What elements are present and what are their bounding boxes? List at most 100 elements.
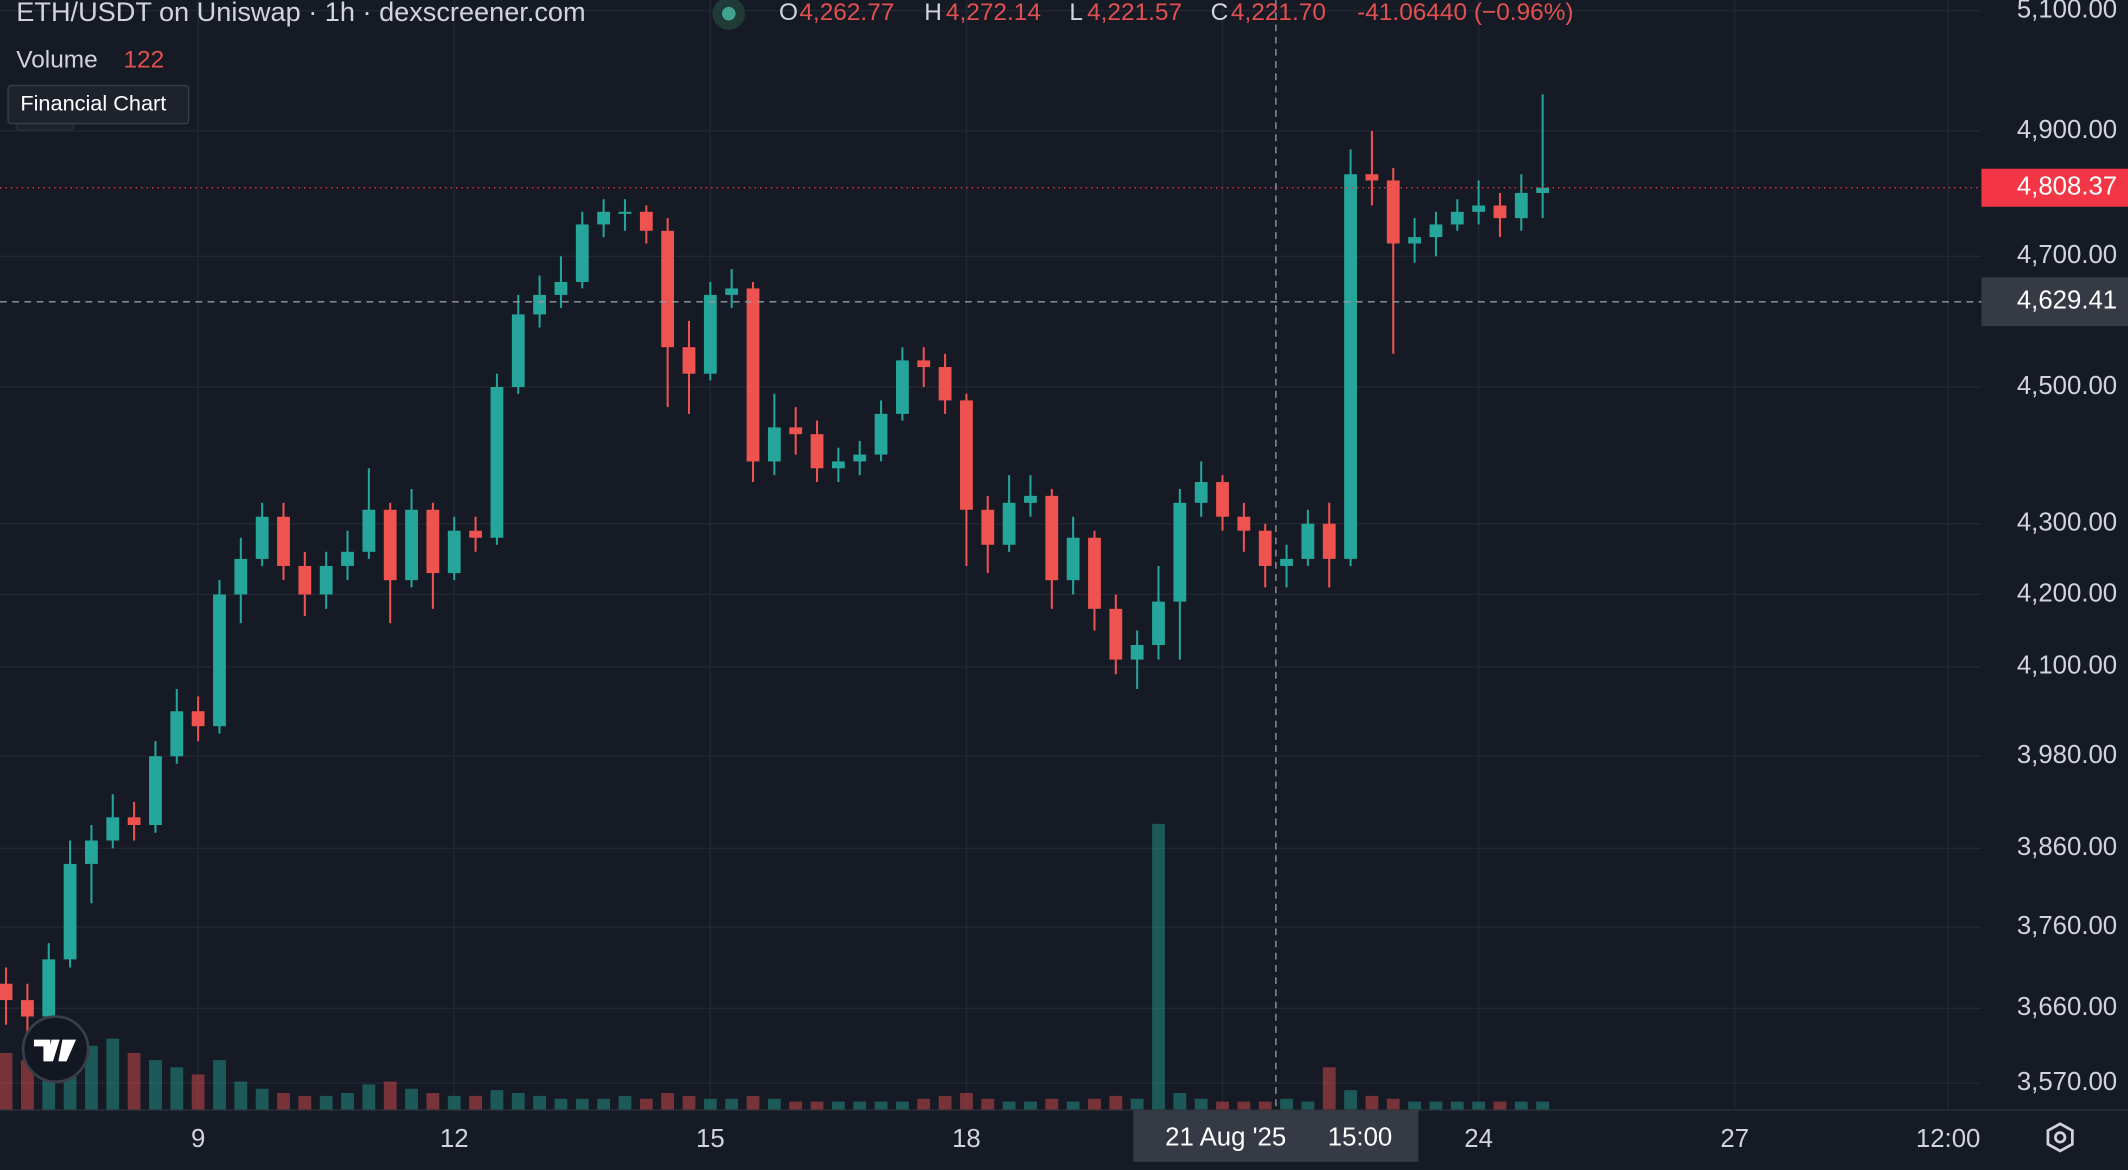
candle-body: [1408, 237, 1422, 244]
candle-body: [213, 594, 226, 727]
volume-bar: [597, 1098, 611, 1111]
volume-bar: [618, 1095, 632, 1111]
y-tick-label: 3,570.00: [2017, 1068, 2117, 1096]
x-tick-label: 9: [191, 1125, 205, 1153]
volume-bar: [917, 1098, 931, 1111]
volume-bar: [149, 1060, 162, 1111]
candle-body: [1216, 482, 1229, 517]
candle-body: [85, 840, 98, 864]
candles: [0, 94, 1550, 1042]
volume-bar: [1258, 1101, 1272, 1111]
candle-body: [960, 400, 973, 510]
candle-body: [1088, 537, 1101, 609]
volume-bar: [469, 1095, 482, 1111]
candle-body: [191, 711, 205, 727]
candle-body: [426, 509, 440, 574]
settings-button[interactable]: [2046, 1122, 2074, 1153]
crosshair-price-label: 4,629.41: [2017, 287, 2117, 315]
candle-body: [1344, 174, 1357, 559]
volume-bar: [874, 1101, 888, 1111]
volume-bar: [767, 1098, 781, 1111]
volume-bar: [1194, 1098, 1208, 1111]
candle-body: [1173, 502, 1187, 602]
volume-bar: [490, 1090, 504, 1111]
candle-body: [405, 509, 418, 581]
candle-body: [1450, 211, 1464, 225]
candle-body: [725, 288, 739, 295]
candle-body: [362, 509, 376, 552]
candle-body: [810, 434, 824, 469]
volume-bar: [1429, 1101, 1443, 1111]
volume-bar: [383, 1081, 397, 1111]
candle-body: [298, 565, 312, 595]
volume-bar: [981, 1098, 995, 1111]
volume-bar: [1066, 1101, 1080, 1111]
last-price-label: 4,808.37: [2017, 173, 2117, 201]
candle-body: [789, 427, 803, 435]
y-tick-label: 3,860.00: [2017, 833, 2117, 861]
candle-body: [533, 294, 547, 315]
volume-bar: [1173, 1093, 1187, 1111]
volume-bar: [831, 1101, 845, 1111]
tradingview-logo[interactable]: [21, 1015, 90, 1084]
candle-body: [21, 1000, 34, 1017]
volume-bar: [938, 1095, 952, 1111]
candle-body: [106, 817, 120, 841]
x-tick-label: 18: [952, 1125, 981, 1153]
candle-body: [0, 983, 13, 1001]
crosshair-time-box: [1133, 1110, 1419, 1162]
volume-bar: [298, 1095, 312, 1111]
volume-bar: [533, 1095, 547, 1111]
y-tick-label: 4,900.00: [2017, 116, 2117, 144]
gear-outline: [2046, 1122, 2074, 1153]
y-tick-label: 4,200.00: [2017, 579, 2117, 607]
overlays: [0, 0, 1982, 1111]
volume-bar: [1024, 1101, 1037, 1111]
crosshair-time-label: 15:00: [1328, 1124, 1392, 1152]
volume-bar: [170, 1067, 184, 1111]
volume-bar: [341, 1093, 354, 1111]
volume-bar: [1344, 1090, 1357, 1111]
volume-bar: [1088, 1098, 1101, 1111]
volume-value: 122: [124, 47, 165, 74]
candle-body: [383, 509, 397, 581]
y-tick-label: 3,760.00: [2017, 912, 2117, 940]
volume-bar: [1408, 1101, 1422, 1111]
volume-label: Volume: [16, 47, 97, 74]
volume-bar: [1386, 1098, 1400, 1111]
candle-body: [277, 516, 290, 566]
volume-bar: [1536, 1101, 1550, 1111]
volume-bar: [0, 1052, 13, 1111]
candle-body: [490, 387, 504, 538]
candle-body: [1536, 187, 1550, 193]
x-tick-label: 15: [696, 1125, 725, 1153]
candle-body: [853, 454, 867, 462]
legend-value: 4,221.57: [1087, 0, 1182, 26]
candle-body: [831, 461, 845, 469]
legend-value: 4,262.77: [799, 0, 894, 26]
candle-body: [746, 288, 760, 462]
volume-bar: [960, 1093, 973, 1111]
candle-body: [682, 347, 696, 374]
volume-bar: [1109, 1095, 1123, 1111]
candle-body: [938, 367, 952, 401]
candle-body: [639, 211, 653, 231]
volume-bar: [191, 1074, 205, 1111]
volume-pane: [0, 823, 1550, 1111]
gear-center: [2054, 1131, 2067, 1144]
candle-body: [703, 294, 717, 374]
volume-bar: [106, 1038, 120, 1111]
candle-body: [1386, 180, 1400, 244]
volume-bar: [896, 1101, 909, 1111]
candle-body: [554, 281, 568, 295]
y-tick-label: 4,100.00: [2017, 652, 2117, 680]
volume-bar: [85, 1045, 98, 1111]
candle-body: [170, 711, 184, 757]
crosshair-price-box: [1981, 277, 2128, 327]
volume-bar: [319, 1095, 333, 1111]
candle-body: [618, 211, 632, 214]
candle-body: [149, 756, 162, 826]
logo-mark: [33, 1039, 76, 1062]
volume-bar: [1002, 1101, 1016, 1111]
